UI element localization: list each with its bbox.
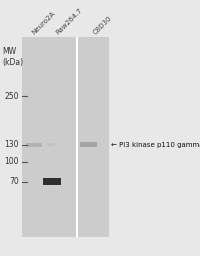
Text: ← PI3 kinase p110 gamma: ← PI3 kinase p110 gamma [110, 142, 200, 148]
FancyBboxPatch shape [22, 37, 108, 237]
Text: 250: 250 [5, 92, 19, 101]
Text: C8D30: C8D30 [92, 15, 113, 36]
FancyBboxPatch shape [26, 143, 41, 147]
Text: 130: 130 [5, 140, 19, 149]
Text: Raw264.7: Raw264.7 [54, 7, 83, 36]
Text: 100: 100 [5, 157, 19, 166]
FancyBboxPatch shape [43, 178, 61, 185]
FancyBboxPatch shape [79, 142, 96, 147]
Text: MW
(kDa): MW (kDa) [3, 47, 24, 67]
Text: Neuro2A: Neuro2A [31, 10, 57, 36]
FancyBboxPatch shape [76, 37, 78, 237]
FancyBboxPatch shape [46, 143, 55, 146]
Text: 70: 70 [9, 177, 19, 186]
